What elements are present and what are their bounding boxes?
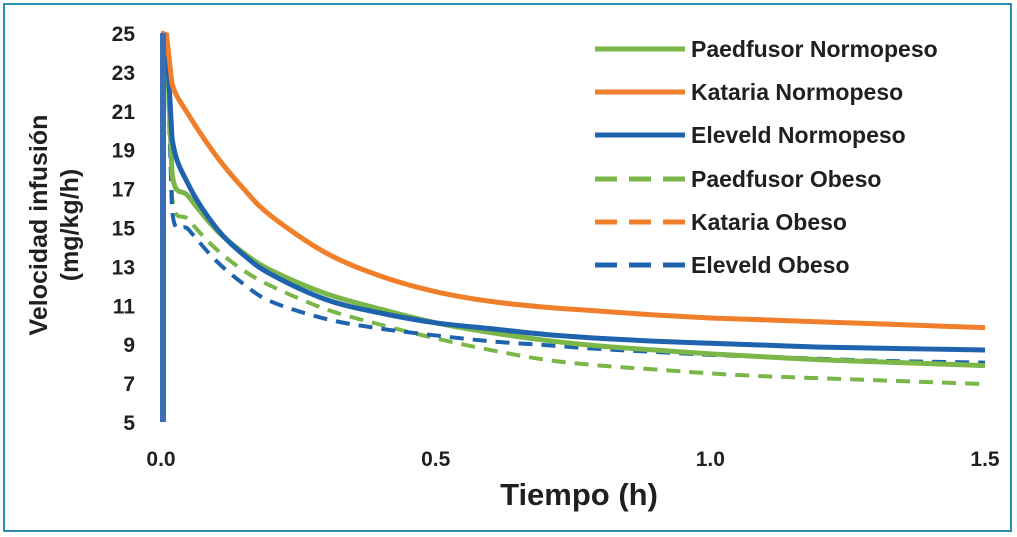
figure-frame: Velocidad infusión (mg/kg/h) Tiempo (h) … (3, 3, 1012, 532)
series-lines (160, 30, 986, 387)
y-tick-label: 9 (123, 334, 135, 357)
y-tick-label: 13 (112, 256, 135, 279)
series-line-paedfusor-obeso (160, 31, 986, 387)
legend-label-eleveld-normopeso: Eleveld Normopeso (691, 122, 906, 148)
series-line-eleveld-normopeso (160, 30, 986, 353)
x-tick-label: 0.5 (421, 448, 451, 471)
legend-label-paedfusor-normopeso: Paedfusor Normopeso (691, 36, 938, 62)
y-tick-label: 11 (113, 295, 136, 318)
legend: Paedfusor Normopeso Kataria Normopeso El… (595, 36, 938, 278)
y-axis-title-line2: (mg/kg/h) (56, 169, 84, 282)
legend-label-kataria-obeso: Kataria Obeso (691, 209, 847, 235)
series-line-kataria-normopeso (160, 30, 986, 331)
y-tick-label: 17 (112, 179, 135, 202)
legend-label-paedfusor-obeso: Paedfusor Obeso (691, 166, 881, 192)
y-tick-label: 23 (112, 62, 135, 85)
y-tick-label: 7 (123, 373, 135, 396)
y-axis-ticks: 5 7 9 11 13 15 17 19 21 23 25 (112, 23, 136, 435)
legend-label-eleveld-obeso: Eleveld Obeso (691, 252, 850, 278)
y-axis-title-line1: Velocidad infusión (25, 115, 53, 336)
x-tick-label: 1.5 (970, 448, 1000, 471)
y-tick-label: 5 (123, 412, 135, 435)
line-chart: Velocidad infusión (mg/kg/h) Tiempo (h) … (25, 23, 1000, 512)
x-axis-title: Tiempo (h) (500, 477, 658, 512)
x-axis-ticks: 0.0 0.5 1.0 1.5 (146, 448, 1000, 471)
y-tick-label: 25 (112, 23, 136, 46)
legend-label-kataria-normopeso: Kataria Normopeso (691, 79, 903, 105)
y-tick-label: 21 (112, 101, 136, 124)
y-tick-label: 15 (112, 218, 136, 241)
y-tick-label: 19 (112, 140, 135, 163)
x-tick-label: 1.0 (696, 448, 725, 471)
x-tick-label: 0.0 (146, 448, 175, 471)
